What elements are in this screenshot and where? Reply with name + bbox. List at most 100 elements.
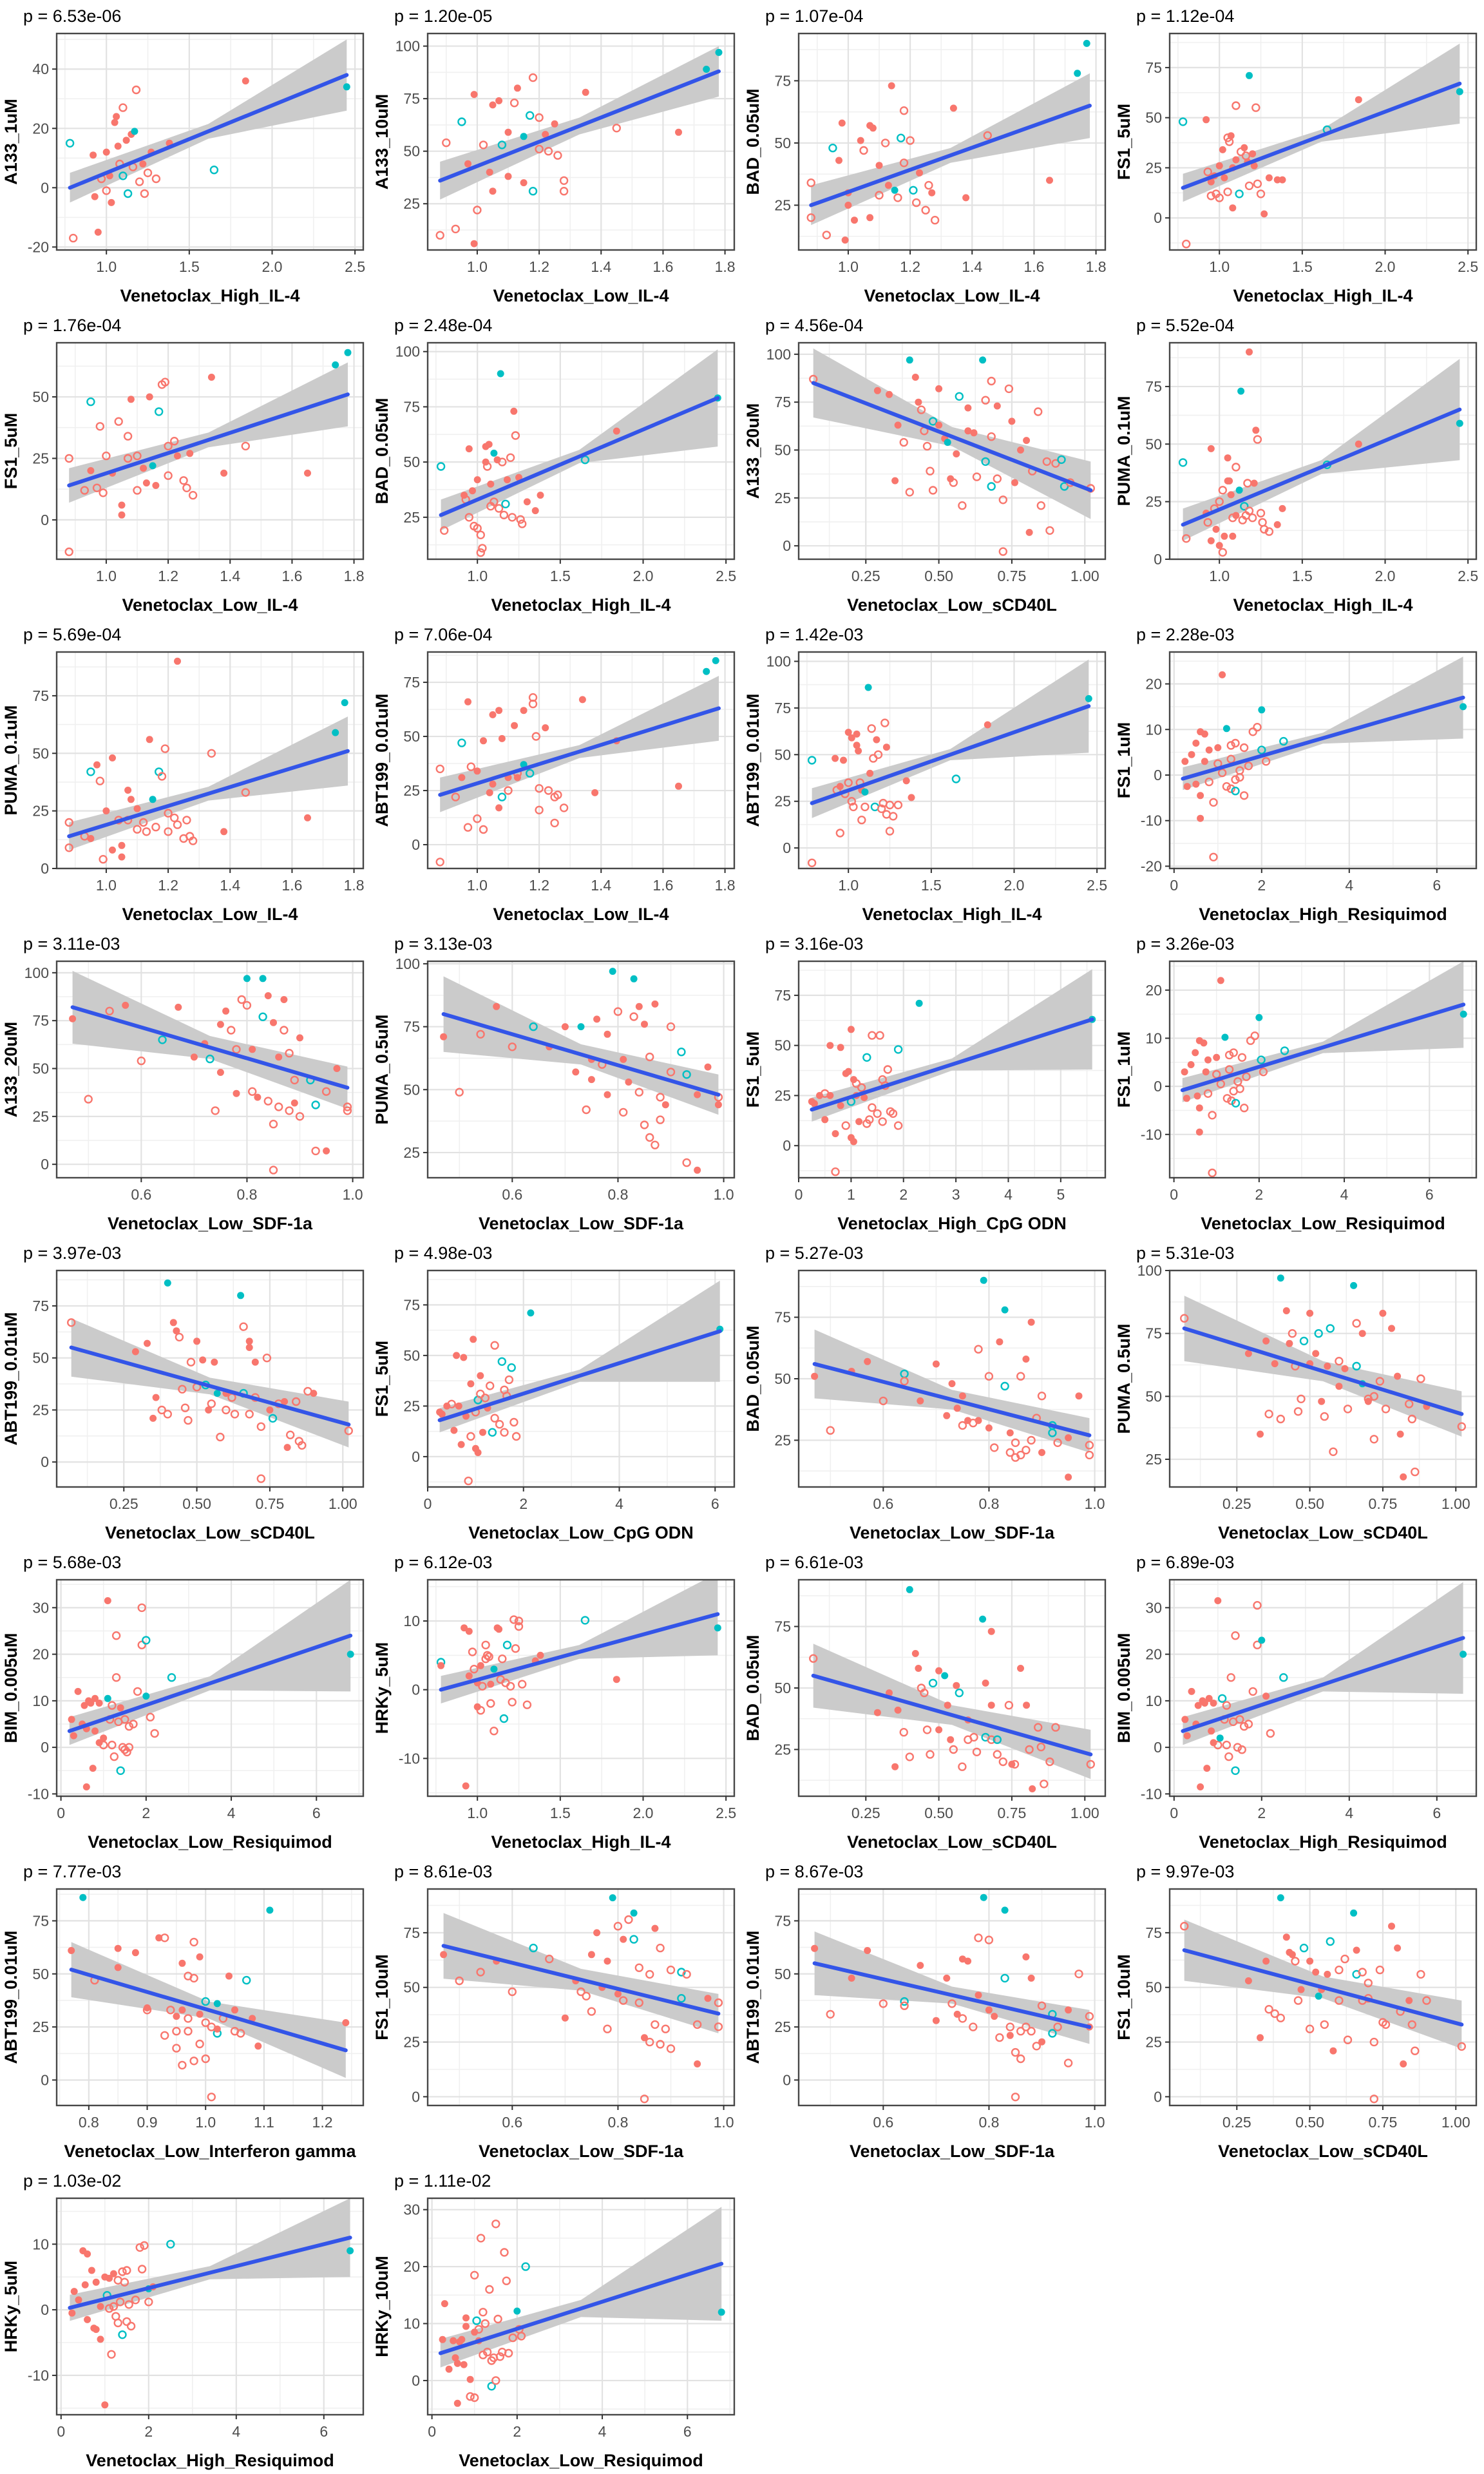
- x-tick-label: 2: [899, 1186, 908, 1203]
- data-point: [439, 2335, 446, 2343]
- x-tick-label: 1.8: [715, 877, 736, 894]
- data-point: [81, 2281, 89, 2288]
- data-point: [1063, 2058, 1073, 2067]
- confidence-band: [814, 1329, 1090, 1453]
- data-point: [682, 1970, 691, 1979]
- data-point: [1086, 1760, 1095, 1769]
- data-point: [1248, 513, 1257, 523]
- x-tick-label: 2: [1257, 877, 1266, 894]
- data-point: [464, 513, 474, 522]
- data-point: [1229, 204, 1237, 212]
- data-point: [124, 2300, 133, 2309]
- data-point: [1045, 1757, 1054, 1767]
- data-point: [486, 789, 493, 796]
- data-point: [1040, 1779, 1049, 1788]
- plot-title-pvalue: p = 3.16e-03: [765, 934, 863, 954]
- y-tick-label: 10: [32, 2236, 49, 2252]
- y-tick-label: 10: [1145, 1692, 1162, 1709]
- data-point: [243, 975, 251, 983]
- y-tick-label: 25: [774, 793, 791, 810]
- x-axis-title: Venetoclax_Low_sCD40L: [847, 1832, 1057, 1852]
- y-tick-label: 75: [774, 394, 791, 410]
- data-point: [1181, 758, 1189, 765]
- x-tick-label: 2: [144, 2423, 153, 2440]
- data-point: [285, 1048, 294, 1058]
- data-point: [114, 1964, 122, 1971]
- data-point: [465, 1672, 473, 1680]
- y-axis-title: PUMA_0.1uM: [1, 705, 21, 815]
- data-point: [1329, 1447, 1338, 1456]
- x-axis-title: Venetoclax_Low_sCD40L: [1218, 2142, 1428, 2161]
- y-tick-label: 50: [774, 135, 791, 151]
- data-point: [848, 734, 855, 742]
- data-point: [906, 1586, 913, 1593]
- data-point: [714, 1624, 721, 1632]
- regression-line: [67, 749, 350, 838]
- data-point: [464, 160, 471, 168]
- data-point: [199, 1356, 207, 1364]
- data-point: [1264, 2004, 1273, 2014]
- data-point: [1411, 1467, 1420, 1477]
- y-tick-label: 75: [403, 1924, 420, 1941]
- data-point: [1194, 1702, 1202, 1709]
- data-point: [884, 182, 892, 189]
- data-point: [470, 1336, 477, 1343]
- data-point: [474, 2325, 484, 2334]
- regression-line: [810, 704, 1091, 805]
- x-tick-label: 0.8: [607, 1186, 628, 1203]
- x-tick-label: 2: [1255, 1186, 1263, 1203]
- data-point: [1027, 1974, 1035, 1982]
- data-point: [462, 2323, 470, 2330]
- data-point: [1195, 1104, 1203, 1112]
- data-point: [476, 1030, 485, 1039]
- data-point: [118, 853, 126, 861]
- regression-line: [811, 1673, 1093, 1757]
- plot-title-pvalue: p = 5.69e-04: [23, 625, 121, 644]
- data-point: [479, 2308, 488, 2317]
- data-point: [311, 1146, 320, 1156]
- y-tick-label: 50: [1145, 436, 1162, 452]
- data-point: [1183, 783, 1191, 791]
- x-tick-label: 1.5: [1292, 258, 1313, 275]
- panel-border: [797, 960, 1107, 1179]
- x-tick-label: 0: [1170, 877, 1178, 894]
- data-point: [184, 2014, 193, 2023]
- data-point: [70, 1732, 77, 1740]
- data-point: [694, 1166, 701, 1174]
- data-point: [1224, 1752, 1233, 1761]
- data-point: [613, 1007, 623, 1016]
- data-point: [613, 1921, 623, 1931]
- data-point: [70, 2288, 78, 2296]
- x-tick-label: 1.00: [1441, 2114, 1470, 2131]
- x-axis-title: Venetoclax_Low_Resiquimod: [1201, 1214, 1445, 1233]
- data-point: [142, 827, 151, 836]
- data-point: [520, 133, 528, 140]
- data-point: [1215, 497, 1224, 506]
- data-point: [694, 1091, 701, 1098]
- data-point: [1297, 1986, 1305, 1993]
- data-point: [1457, 1422, 1466, 1431]
- y-tick-label: 25: [32, 1108, 49, 1125]
- y-tick-label: 50: [1145, 1979, 1162, 1996]
- data-point: [822, 231, 832, 240]
- data-point: [902, 777, 910, 785]
- y-tick-label: 75: [1145, 1924, 1162, 1941]
- y-tick-label: 75: [1145, 1325, 1162, 1342]
- panel-border: [55, 1269, 365, 1488]
- data-point: [146, 393, 153, 401]
- data-point: [1422, 1996, 1431, 2005]
- data-point: [108, 1701, 117, 1710]
- data-point: [189, 1973, 198, 1983]
- confidence-band: [1184, 1296, 1462, 1437]
- data-point: [969, 2022, 978, 2031]
- data-point: [855, 747, 862, 754]
- data-point: [104, 1597, 111, 1604]
- data-point: [620, 1935, 627, 1943]
- data-point: [880, 718, 889, 727]
- y-tick-label: 25: [774, 490, 791, 506]
- data-point: [237, 995, 246, 1004]
- x-tick-label: 6: [1432, 1805, 1441, 1821]
- data-point: [1053, 1438, 1062, 1447]
- data-point: [835, 157, 842, 164]
